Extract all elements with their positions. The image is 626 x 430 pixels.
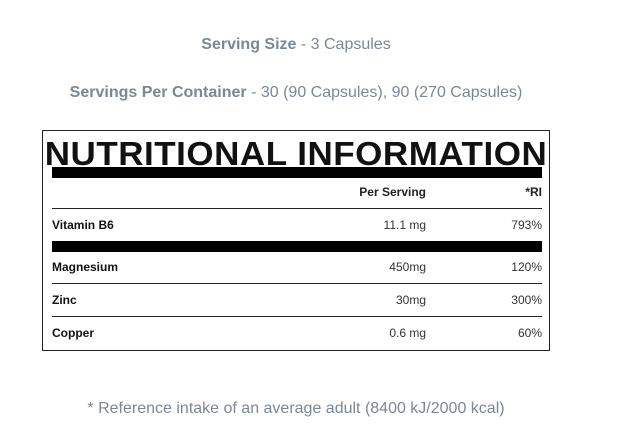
header-ri: *RI	[525, 185, 542, 199]
nutrient-amount: 0.6 mg	[389, 326, 426, 340]
nutrient-ri: 60%	[517, 326, 542, 340]
nutrient-ri: 793%	[511, 218, 542, 232]
table-row: Vitamin B6 11.1 mg 793%	[52, 218, 542, 234]
table-row: Copper 0.6 mg 60%	[52, 326, 542, 342]
servings-per-container-label: Servings Per Container	[69, 84, 247, 101]
table-row: Magnesium 450mg 120%	[52, 260, 542, 276]
nutrient-amount: 11.1 mg	[383, 218, 426, 232]
divider	[52, 316, 542, 317]
nutrition-panel: NUTRITIONAL INFORMATION Per Serving *RI …	[42, 130, 550, 351]
serving-size-label: Serving Size	[201, 36, 297, 53]
serving-size: Serving Size - 3 Capsules	[0, 36, 592, 54]
nutrient-amount: 450mg	[389, 260, 426, 274]
nutrient-ri: 120%	[511, 260, 542, 274]
footnote: * Reference intake of an average adult (…	[87, 400, 505, 417]
nutrient-name: Zinc	[52, 293, 77, 307]
table-header: Per Serving *RI	[52, 185, 542, 201]
panel-title: NUTRITIONAL INFORMATION	[44, 135, 548, 172]
thick-divider	[52, 167, 542, 178]
nutrient-amount: 30mg	[395, 293, 426, 307]
table-row: Zinc 30mg 300%	[52, 293, 542, 309]
serving-size-value: - 3 Capsules	[296, 36, 391, 53]
nutrient-name: Copper	[52, 326, 94, 340]
nutrient-ri: 300%	[511, 293, 542, 307]
servings-per-container: Servings Per Container - 30 (90 Capsules…	[0, 84, 592, 102]
nutrient-name: Magnesium	[52, 260, 119, 274]
divider	[52, 283, 542, 284]
servings-per-container-value: - 30 (90 Capsules), 90 (270 Capsules)	[246, 84, 523, 101]
nutrient-name: Vitamin B6	[52, 218, 114, 232]
header-per-serving: Per Serving	[359, 185, 426, 199]
thick-divider	[52, 241, 542, 252]
divider	[52, 208, 542, 209]
